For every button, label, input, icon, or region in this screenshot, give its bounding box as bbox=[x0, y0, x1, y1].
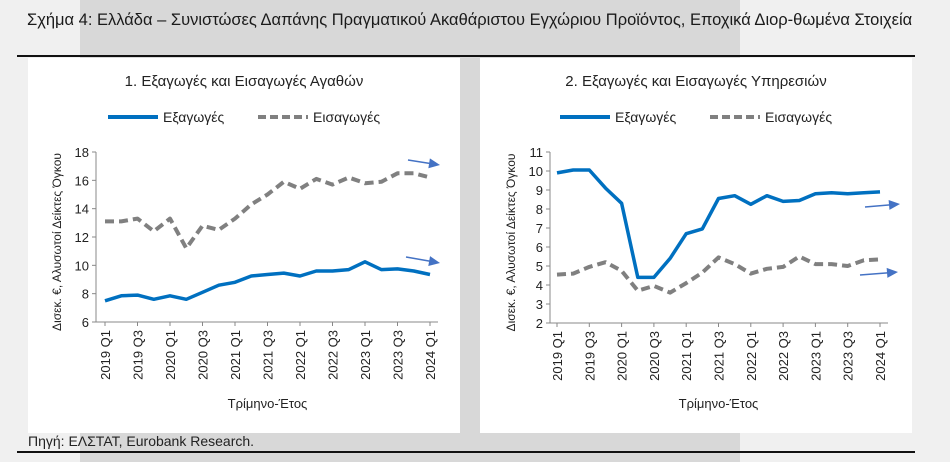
x-tick-label: 2020 Q1 bbox=[163, 330, 178, 380]
figure-title: Σχήμα 4: Ελλάδα – Συνιστώσες Δαπάνης Πρα… bbox=[27, 11, 913, 29]
y-tick-label: 7 bbox=[536, 221, 543, 236]
y-tick-label: 8 bbox=[82, 287, 89, 302]
x-tick-label: 2020 Q3 bbox=[647, 331, 662, 381]
source-note: Πηγή: ΕΛΣΤΑΤ, Eurobank Research. bbox=[28, 433, 255, 449]
y-tick-label: 6 bbox=[82, 315, 89, 330]
trend-arrow-line bbox=[864, 204, 892, 208]
x-tick-label: 2023 Q3 bbox=[391, 330, 406, 380]
x-axis-label: Τρίμηνο-Έτος bbox=[228, 396, 308, 411]
x-tick-label: 2020 Q3 bbox=[196, 330, 211, 380]
trend-arrow-line bbox=[859, 271, 890, 276]
x-tick-label: 2019 Q3 bbox=[131, 330, 146, 380]
y-tick-label: 10 bbox=[75, 258, 89, 273]
series-line-imports bbox=[556, 254, 881, 295]
x-tick-label: 2023 Q3 bbox=[841, 331, 856, 381]
trend-arrow-line bbox=[407, 159, 432, 165]
y-tick-label: 18 bbox=[75, 145, 89, 160]
y-tick-label: 8 bbox=[536, 202, 543, 217]
x-tick-label: 2023 Q1 bbox=[358, 330, 373, 380]
series-line-imports bbox=[105, 171, 431, 251]
legend-label-imports: Εισαγωγές bbox=[313, 109, 380, 125]
x-tick-label: 2022 Q1 bbox=[744, 331, 759, 381]
x-tick-label: 2019 Q1 bbox=[550, 331, 565, 381]
x-tick-label: 2019 Q1 bbox=[98, 330, 113, 380]
series-line-exports bbox=[556, 168, 881, 280]
chart-title: 2. Εξαγωγές και Εισαγωγές Υπηρεσιών bbox=[565, 73, 826, 90]
x-tick-label: 2019 Q3 bbox=[582, 331, 597, 381]
x-tick-label: 2021 Q3 bbox=[261, 330, 276, 380]
chart-services-svg: 2. Εξαγωγές και Εισαγωγές Υπηρεσιών Εξαγω… bbox=[504, 73, 900, 411]
x-tick-label: 2023 Q1 bbox=[808, 331, 823, 381]
header-rule bbox=[17, 55, 915, 57]
trend-arrow-icon bbox=[428, 158, 440, 169]
chart-goods-svg: 1. Εξαγωγές και Εισαγωγές Αγαθών Εξαγωγές… bbox=[50, 73, 440, 411]
y-axis-label: Δισεκ. €, Αλυσωτοί Δείκτες Όγκου bbox=[504, 154, 518, 332]
footer-rule bbox=[17, 451, 915, 453]
legend-label-imports: Εισαγωγές bbox=[765, 109, 832, 125]
x-tick-label: 2021 Q3 bbox=[712, 331, 727, 381]
y-tick-label: 12 bbox=[75, 230, 89, 245]
y-tick-label: 2 bbox=[536, 316, 543, 331]
y-tick-label: 10 bbox=[529, 164, 543, 179]
y-tick-label: 16 bbox=[75, 173, 89, 188]
y-tick-label: 3 bbox=[536, 297, 543, 312]
chart-title: 1. Εξαγωγές και Εισαγωγές Αγαθών bbox=[125, 73, 364, 90]
x-tick-label: 2024 Q1 bbox=[873, 331, 888, 381]
series-line-exports bbox=[104, 260, 431, 303]
trend-arrow-icon bbox=[886, 267, 898, 278]
x-tick-label: 2021 Q1 bbox=[228, 330, 243, 380]
chart-goods: 1. Εξαγωγές και Εισαγωγές Αγαθών Εξαγωγές… bbox=[28, 58, 460, 433]
y-tick-label: 4 bbox=[536, 278, 543, 293]
y-axis-label: Δισεκ. €, Αλυσωτοί Δείκτες Όγκου bbox=[50, 153, 64, 331]
y-tick-label: 11 bbox=[530, 145, 544, 160]
y-tick-label: 9 bbox=[536, 183, 543, 198]
legend-label-exports: Εξαγωγές bbox=[163, 109, 224, 125]
x-tick-label: 2022 Q1 bbox=[293, 330, 308, 380]
y-tick-label: 5 bbox=[536, 259, 543, 274]
chart-services: 2. Εξαγωγές και Εισαγωγές Υπηρεσιών Εξαγω… bbox=[480, 58, 912, 433]
x-tick-label: 2022 Q3 bbox=[326, 330, 341, 380]
trend-arrow-icon bbox=[428, 256, 440, 267]
x-tick-label: 2024 Q1 bbox=[423, 330, 438, 380]
trend-arrow-line bbox=[405, 256, 432, 263]
x-tick-label: 2020 Q1 bbox=[615, 331, 630, 381]
x-tick-label: 2021 Q1 bbox=[679, 331, 694, 381]
x-axis-label: Τρίμηνο-Έτος bbox=[679, 396, 759, 411]
y-tick-label: 6 bbox=[536, 240, 543, 255]
legend-label-exports: Εξαγωγές bbox=[615, 109, 676, 125]
x-tick-label: 2022 Q3 bbox=[776, 331, 791, 381]
trend-arrow-icon bbox=[888, 199, 900, 210]
y-tick-label: 14 bbox=[75, 202, 89, 217]
